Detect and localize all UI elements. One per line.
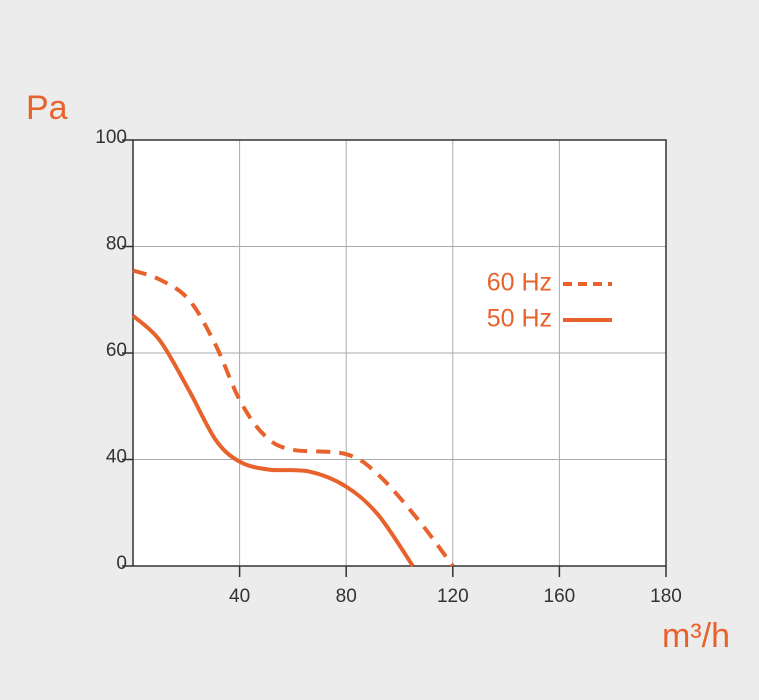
legend-label: 50 Hz — [487, 305, 552, 333]
x-tick-label: 80 — [336, 586, 357, 607]
x-axis-label: m³/h — [662, 617, 730, 655]
y-tick-label: 100 — [95, 127, 127, 148]
x-tick-label: 180 — [650, 586, 682, 607]
x-tick-label: 40 — [229, 586, 250, 607]
line-series — [132, 268, 455, 568]
y-tick-label: 0 — [116, 553, 127, 574]
x-tick-label: 160 — [544, 586, 576, 607]
plot-border — [132, 139, 667, 567]
legend-label: 60 Hz — [487, 269, 552, 297]
y-tick-label: 40 — [106, 447, 127, 468]
x-tick-label: 120 — [437, 586, 469, 607]
y-axis-label: Pa — [26, 89, 68, 127]
y-tick-label: 60 — [106, 340, 127, 361]
line-series — [131, 314, 415, 568]
y-tick-label: 80 — [106, 234, 127, 255]
